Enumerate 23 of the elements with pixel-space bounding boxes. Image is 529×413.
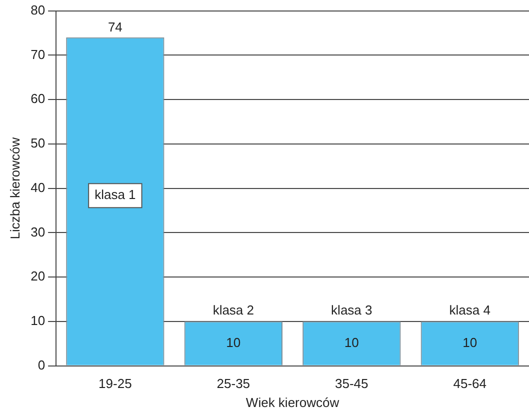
y-axis-title: Liczba kierowców <box>7 136 22 240</box>
annotation: klasa 2 <box>212 302 254 318</box>
y-tick-label: 80 <box>30 2 46 18</box>
annotation: klasa 4 <box>449 302 490 318</box>
data-label: 74 <box>108 20 122 35</box>
data-label: 10 <box>226 334 241 350</box>
y-tick-label: 70 <box>30 46 46 62</box>
y-tick-label: 10 <box>30 313 46 328</box>
y-tick-label: 50 <box>30 136 46 151</box>
y-tick-label: 40 <box>30 180 46 195</box>
x-tick-label: 25-35 <box>216 376 250 392</box>
y-tick-label: 20 <box>30 268 46 284</box>
x-tick-label: 35-45 <box>335 376 368 392</box>
data-label: 10 <box>462 334 478 350</box>
y-tick-label: 30 <box>30 224 46 240</box>
x-axis-title: Wiek kierowców <box>246 394 340 410</box>
annotation: klasa 3 <box>331 302 372 318</box>
x-tick-label: 19-25 <box>98 376 132 392</box>
y-tick-label: 0 <box>38 357 46 372</box>
y-tick-label: 60 <box>30 91 46 106</box>
x-tick-label: 45-64 <box>453 376 487 392</box>
annotation: klasa 1 <box>94 187 136 202</box>
data-label: 10 <box>344 334 359 350</box>
